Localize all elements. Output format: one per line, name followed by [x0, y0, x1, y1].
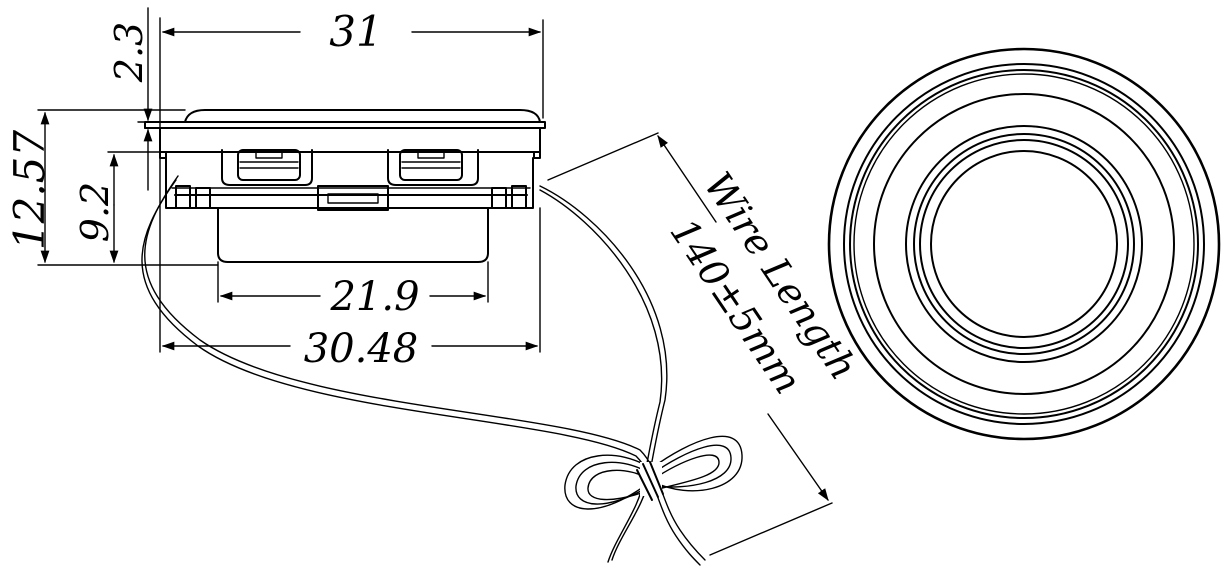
lead-wires [141, 175, 743, 566]
dim-top-width: 31 [329, 7, 382, 56]
dim-overall-height: 12.57 [5, 130, 54, 251]
dim-base-width: 30.48 [304, 326, 419, 372]
dimension-lines [37, 7, 833, 556]
dim-top-thickness: 2.3 [107, 22, 151, 83]
dim-body-height: 9.2 [73, 182, 117, 242]
speaker-front-view [827, 47, 1221, 441]
speaker-side-view [144, 109, 546, 263]
dim-magnet-width: 21.9 [329, 274, 419, 320]
